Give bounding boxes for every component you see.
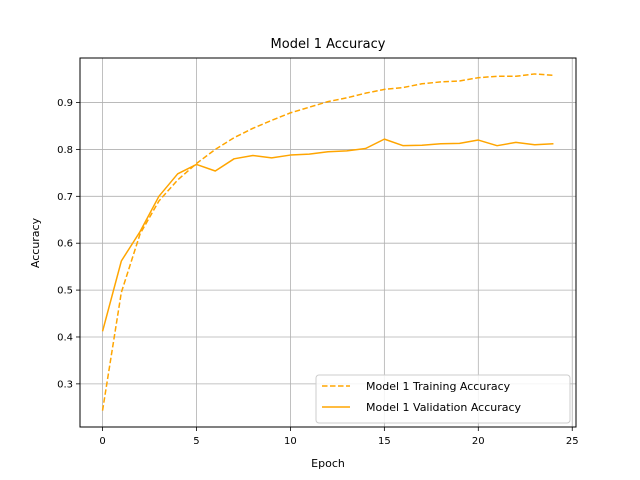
y-tick-label: 0.9 [57,98,73,109]
x-tick-label: 5 [193,436,199,447]
y-tick-label: 0.4 [57,332,73,343]
y-tick-label: 0.3 [57,379,73,390]
x-tick-label: 15 [378,436,391,447]
x-tick-label: 25 [566,436,579,447]
y-tick-label: 0.7 [57,192,73,203]
x-tick-label: 20 [472,436,485,447]
validation-accuracy-line [101,138,554,332]
legend-label-training: Model 1 Training Accuracy [366,380,511,393]
legend: Model 1 Training Accuracy Model 1 Valida… [315,374,571,424]
x-tick-label: 0 [99,436,105,447]
y-axis-label: Accuracy [29,217,42,268]
y-tick-label: 0.5 [57,286,73,297]
legend-box [315,374,571,424]
grid [80,58,576,427]
series-lines [101,73,554,411]
chart-title: Model 1 Accuracy [271,37,386,52]
x-axis-label: Epoch [311,457,345,470]
y-tick-label: 0.8 [57,145,73,156]
training-accuracy-line [101,73,554,411]
axis-ticks: 0 5 10 15 20 25 0.3 0.4 0.5 0.6 0.7 0.8 0.9 [57,98,579,447]
y-tick-label: 0.6 [57,239,73,250]
legend-label-validation: Model 1 Validation Accuracy [366,401,522,414]
plot-frame [79,57,577,428]
x-tick-label: 10 [284,436,297,447]
